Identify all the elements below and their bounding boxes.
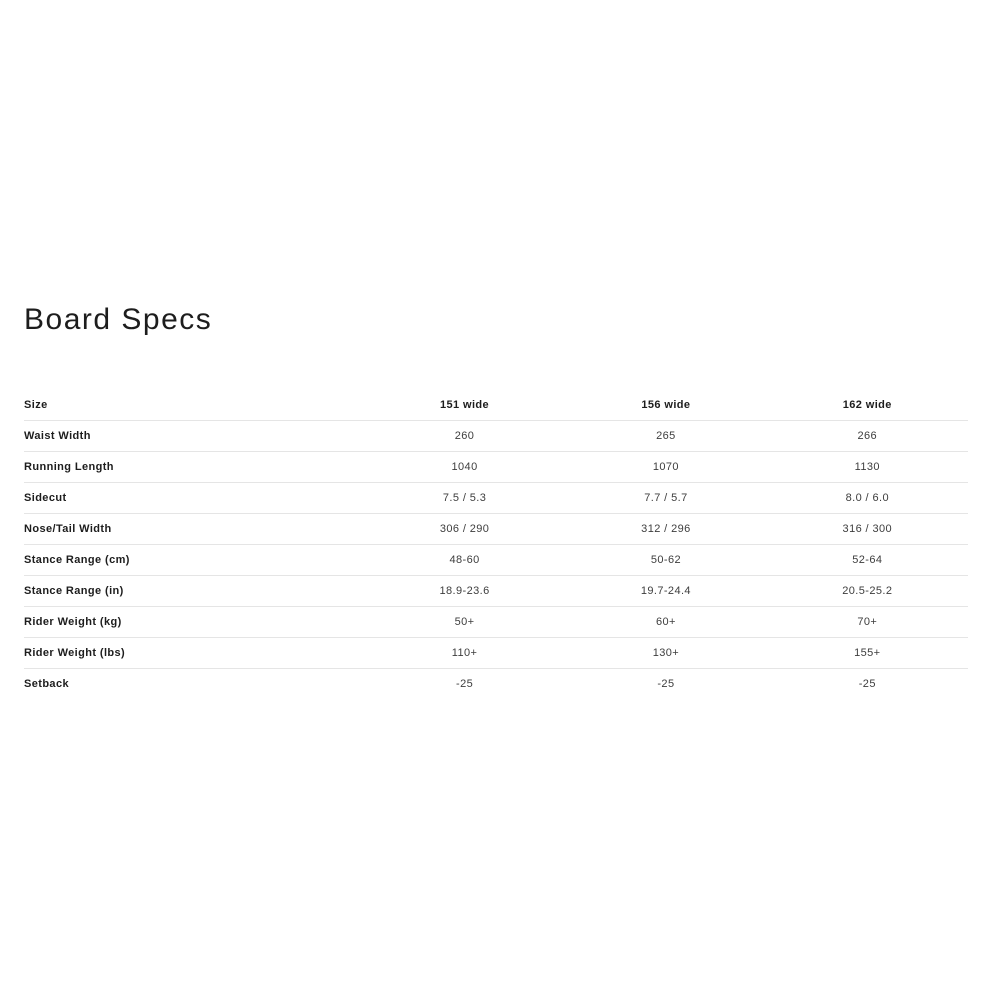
table-header-row: Size 151 wide 156 wide 162 wide [24, 390, 968, 421]
header-size-label: Size [24, 390, 364, 421]
spec-cell-value: 130+ [565, 637, 767, 669]
spec-cell-value: 260 [363, 420, 566, 452]
spec-row-label: Rider Weight (kg) [24, 606, 364, 638]
spec-cell-value: 265 [565, 420, 767, 452]
spec-cell-value: 7.5 / 5.3 [363, 482, 566, 514]
spec-cell-value: 50-62 [565, 544, 767, 576]
spec-cell-value: -25 [657, 677, 675, 690]
spec-cell-value: 19.7-24.4 [565, 575, 767, 607]
spec-cell-value: 70+ [766, 606, 968, 638]
spec-row-label: Sidecut [24, 482, 364, 514]
spec-cell-value: 110+ [363, 637, 566, 669]
spec-row-label: Setback [24, 677, 69, 690]
table-row: Stance Range (in) 18.9-23.6 19.7-24.4 20… [24, 575, 968, 607]
spec-cell-value: 312 / 296 [565, 513, 767, 545]
spec-cell-value: 306 / 290 [363, 513, 566, 545]
spec-cell-value: 7.7 / 5.7 [565, 482, 767, 514]
spec-cell-value: 266 [766, 420, 968, 452]
table-row: Setback -25 -25 -25 [24, 669, 968, 700]
spec-row-label: Stance Range (cm) [24, 544, 364, 576]
spec-row-label: Rider Weight (lbs) [24, 637, 364, 669]
spec-cell-value: 52-64 [766, 544, 968, 576]
board-specs-table: Size 151 wide 156 wide 162 wide Waist Wi… [24, 390, 968, 699]
header-column-162-wide: 162 wide [766, 390, 968, 421]
spec-row-label: Stance Range (in) [24, 575, 364, 607]
table-row: Stance Range (cm) 48-60 50-62 52-64 [24, 544, 968, 576]
table-row: Rider Weight (lbs) 110+ 130+ 155+ [24, 637, 968, 669]
spec-cell-value: 20.5-25.2 [766, 575, 968, 607]
table-row: Running Length 1040 1070 1130 [24, 451, 968, 483]
table-row: Waist Width 260 265 266 [24, 420, 968, 452]
spec-cell-value: 155+ [766, 637, 968, 669]
spec-cell-value: 316 / 300 [766, 513, 968, 545]
header-column-156-wide: 156 wide [565, 390, 767, 421]
spec-cell-value: -25 [456, 677, 474, 690]
spec-cell-value: 1070 [565, 451, 767, 483]
header-column-151-wide: 151 wide [363, 390, 566, 421]
spec-cell-value: -25 [858, 677, 876, 690]
spec-cell-value: 60+ [565, 606, 767, 638]
spec-cell-value: 18.9-23.6 [363, 575, 566, 607]
spec-cell-value: 48-60 [363, 544, 566, 576]
spec-cell-value: 50+ [363, 606, 566, 638]
spec-cell-value: 1130 [766, 451, 968, 483]
spec-row-label: Running Length [24, 451, 364, 483]
page-title: Board Specs [24, 303, 213, 336]
spec-table-body: Waist Width 260 265 266 Running Length 1… [24, 420, 968, 700]
spec-row-label: Waist Width [24, 420, 364, 452]
table-row: Sidecut 7.5 / 5.3 7.7 / 5.7 8.0 / 6.0 [24, 482, 968, 514]
spec-cell-value: 8.0 / 6.0 [766, 482, 968, 514]
spec-cell-value: 1040 [363, 451, 566, 483]
table-row: Rider Weight (kg) 50+ 60+ 70+ [24, 606, 968, 638]
spec-row-label: Nose/Tail Width [24, 513, 364, 545]
table-row: Nose/Tail Width 306 / 290 312 / 296 316 … [24, 513, 968, 545]
board-specs-section: Board Specs Size 151 wide 156 wide 162 w… [24, 300, 968, 699]
